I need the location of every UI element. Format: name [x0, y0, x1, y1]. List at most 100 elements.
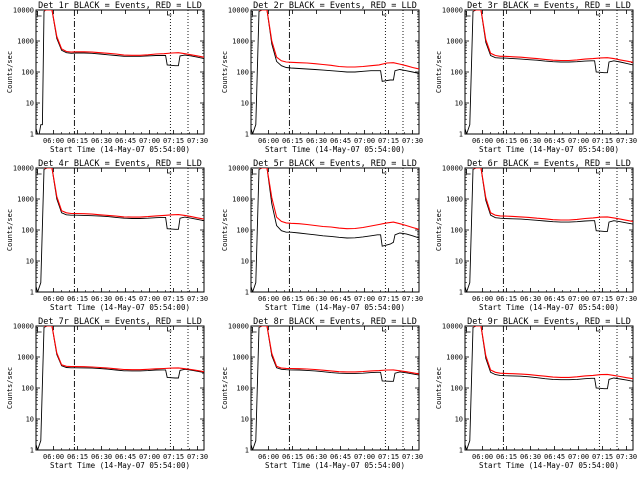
x-tick-label: 06:30 — [91, 453, 112, 461]
events-series-line — [36, 10, 204, 134]
x-tick-label: 06:45 — [115, 453, 136, 461]
x-tick-label: 06:00 — [472, 453, 493, 461]
y-tick-label: 1000 — [446, 196, 463, 204]
x-tick-label: 06:45 — [330, 295, 351, 303]
interval-mark — [167, 169, 172, 174]
x-axis-label: Start Time (14-May-07 05:54:00) — [265, 303, 405, 312]
interval-mark — [466, 11, 471, 17]
plot-frame — [250, 325, 420, 451]
x-tick-label: 07:30 — [616, 453, 637, 461]
x-tick-label: 07:30 — [402, 453, 423, 461]
chart-panel: Det 8r BLACK = Events, RED = LLD 1 10 100 10… — [221, 317, 423, 470]
y-tick-label: 10000 — [442, 7, 463, 15]
x-tick-label: 07:15 — [378, 295, 399, 303]
x-tick-label: 06:45 — [115, 295, 136, 303]
x-tick-label: 06:15 — [496, 295, 517, 303]
y-tick-label: 10 — [455, 416, 463, 424]
x-tick-label: 07:30 — [187, 453, 208, 461]
lld-series-line — [259, 326, 419, 375]
events-series-line — [251, 326, 419, 450]
y-tick-label: 1000 — [17, 38, 34, 46]
x-tick-label: 06:30 — [520, 137, 541, 145]
plot-frame — [35, 9, 205, 135]
events-series-line — [465, 168, 633, 292]
x-axis-label: Start Time (14-May-07 05:54:00) — [50, 145, 190, 154]
x-tick-label: 07:30 — [616, 295, 637, 303]
interval-mark — [596, 327, 601, 332]
x-tick-label: 06:15 — [282, 453, 303, 461]
chart-title: Det 2r BLACK = Events, RED = LLD — [253, 1, 417, 11]
chart-panel: Det 2r BLACK = Events, RED = LLD 1 10 100 10… — [221, 1, 423, 154]
y-tick-label: 10000 — [13, 165, 34, 173]
x-axis-label: Start Time (14-May-07 05:54:00) — [265, 145, 405, 154]
lld-series-line — [44, 326, 204, 373]
interval-mark — [596, 11, 601, 16]
series-group — [465, 10, 633, 134]
y-tick-label: 10000 — [442, 165, 463, 173]
series-group — [36, 10, 204, 134]
lld-series-line — [473, 326, 633, 380]
series-group — [465, 326, 633, 450]
x-tick-label: 06:30 — [520, 453, 541, 461]
interval-mark — [252, 327, 257, 333]
x-tick-label: 06:45 — [330, 137, 351, 145]
plot-frame — [250, 167, 420, 293]
x-tick-label: 06:45 — [544, 137, 565, 145]
series-group — [36, 168, 204, 292]
chart-title: Det 3r BLACK = Events, RED = LLD — [467, 1, 631, 11]
x-tick-label: 07:15 — [163, 137, 184, 145]
y-tick-label: 10000 — [13, 323, 34, 331]
y-tick-label: 100 — [450, 227, 463, 235]
chart-panel: Det 9r BLACK = Events, RED = LLD 1 10 100 10… — [435, 317, 637, 470]
chart-title: Det 7r BLACK = Events, RED = LLD — [38, 317, 202, 327]
x-tick-label: 06:00 — [258, 137, 279, 145]
x-tick-label: 07:00 — [139, 137, 160, 145]
y-tick-label: 10000 — [13, 7, 34, 15]
x-axis-label: Start Time (14-May-07 05:54:00) — [479, 303, 619, 312]
interval-mark — [252, 169, 257, 175]
chart-panel: Det 6r BLACK = Events, RED = LLD 1 10 100 10… — [435, 159, 637, 312]
series-group — [251, 10, 419, 134]
y-tick-label: 10 — [241, 100, 249, 108]
y-tick-label: 10 — [26, 258, 34, 266]
plot-frame — [35, 325, 205, 451]
y-axis-label: Counts/sec — [221, 367, 229, 409]
x-tick-label: 06:30 — [91, 295, 112, 303]
y-tick-label: 10 — [241, 258, 249, 266]
interval-mark — [37, 327, 42, 333]
series-group — [251, 168, 419, 292]
interval-mark — [382, 169, 387, 174]
x-tick-label: 07:30 — [402, 295, 423, 303]
y-tick-label: 100 — [236, 385, 249, 393]
x-tick-label: 06:00 — [43, 453, 64, 461]
x-tick-label: 06:15 — [496, 453, 517, 461]
y-tick-label: 10000 — [228, 165, 249, 173]
y-tick-label: 100 — [21, 69, 34, 77]
interval-mark — [382, 11, 387, 16]
x-tick-label: 07:15 — [592, 295, 613, 303]
x-tick-label: 06:45 — [544, 295, 565, 303]
x-axis-label: Start Time (14-May-07 05:54:00) — [50, 461, 190, 470]
x-tick-label: 06:15 — [67, 295, 88, 303]
x-tick-label: 07:15 — [163, 453, 184, 461]
chart-title: Det 4r BLACK = Events, RED = LLD — [38, 159, 202, 169]
x-tick-label: 07:30 — [187, 137, 208, 145]
x-tick-label: 06:00 — [43, 295, 64, 303]
y-tick-label: 1 — [245, 447, 249, 455]
events-series-line — [251, 10, 419, 134]
x-tick-label: 06:30 — [306, 137, 327, 145]
x-tick-label: 07:00 — [139, 295, 160, 303]
x-tick-label: 07:15 — [378, 453, 399, 461]
plot-frame — [250, 9, 420, 135]
events-series-line — [251, 168, 419, 292]
y-tick-label: 100 — [21, 385, 34, 393]
y-axis-label: Counts/sec — [435, 367, 443, 409]
interval-mark — [596, 169, 601, 174]
events-series-line — [36, 326, 204, 450]
y-tick-label: 100 — [236, 227, 249, 235]
y-tick-label: 1000 — [232, 196, 249, 204]
x-tick-label: 07:00 — [568, 295, 589, 303]
x-axis-label: Start Time (14-May-07 05:54:00) — [265, 461, 405, 470]
x-tick-label: 07:00 — [354, 453, 375, 461]
x-tick-label: 06:15 — [67, 137, 88, 145]
